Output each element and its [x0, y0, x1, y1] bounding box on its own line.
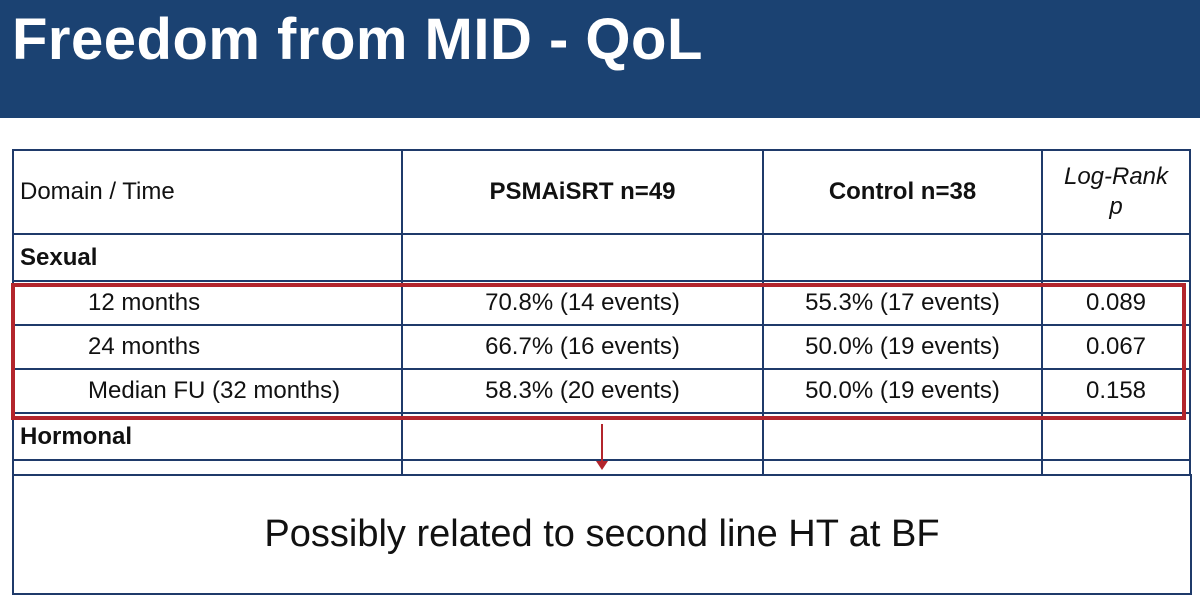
row-time: 12 months	[12, 280, 403, 326]
empty-cell	[1041, 233, 1191, 282]
section-label-sexual: Sexual	[12, 233, 403, 282]
table-header-row: Domain / Time PSMAiSRT n=49 Control n=38…	[12, 149, 1191, 235]
table-row: 12 months 70.8% (14 events) 55.3% (17 ev…	[12, 280, 1191, 326]
row-control-value: 50.0% (19 events)	[762, 368, 1043, 414]
sexual-rows-highlight	[11, 283, 1186, 420]
empty-cell	[401, 412, 764, 461]
empty-cell	[762, 412, 1043, 461]
title-bar: Freedom from MID - QoL	[0, 0, 1200, 118]
table-row: 24 months 66.7% (16 events) 50.0% (19 ev…	[12, 324, 1191, 370]
table-row: Median FU (32 months) 58.3% (20 events) …	[12, 368, 1191, 414]
row-time: 24 months	[12, 324, 403, 370]
header-domain-time: Domain / Time	[12, 149, 403, 235]
row-p-value: 0.158	[1041, 368, 1191, 414]
header-log-rank: Log-Rank p	[1041, 149, 1191, 235]
empty-cell	[762, 233, 1043, 282]
arrow-connector	[601, 424, 603, 464]
row-control-value: 55.3% (17 events)	[762, 280, 1043, 326]
empty-cell	[1041, 412, 1191, 461]
section-row-hormonal: Hormonal	[12, 412, 1191, 461]
callout-box: Possibly related to second line HT at BF	[12, 474, 1192, 595]
slide-title: Freedom from MID - QoL	[12, 7, 703, 72]
section-row-sexual: Sexual	[12, 233, 1191, 282]
row-psma-value: 70.8% (14 events)	[401, 280, 764, 326]
callout-text: Possibly related to second line HT at BF	[264, 513, 940, 555]
row-control-value: 50.0% (19 events)	[762, 324, 1043, 370]
empty-cell	[401, 233, 764, 282]
section-label-hormonal: Hormonal	[12, 412, 403, 461]
header-control: Control n=38	[762, 149, 1043, 235]
row-p-value: 0.089	[1041, 280, 1191, 326]
row-time: Median FU (32 months)	[12, 368, 403, 414]
row-p-value: 0.067	[1041, 324, 1191, 370]
row-psma-value: 58.3% (20 events)	[401, 368, 764, 414]
row-psma-value: 66.7% (16 events)	[401, 324, 764, 370]
header-log-rank-line2: p	[1109, 193, 1123, 220]
arrow-head-icon	[596, 461, 608, 470]
header-psma: PSMAiSRT n=49	[401, 149, 764, 235]
header-log-rank-line1: Log-Rank	[1063, 163, 1169, 190]
